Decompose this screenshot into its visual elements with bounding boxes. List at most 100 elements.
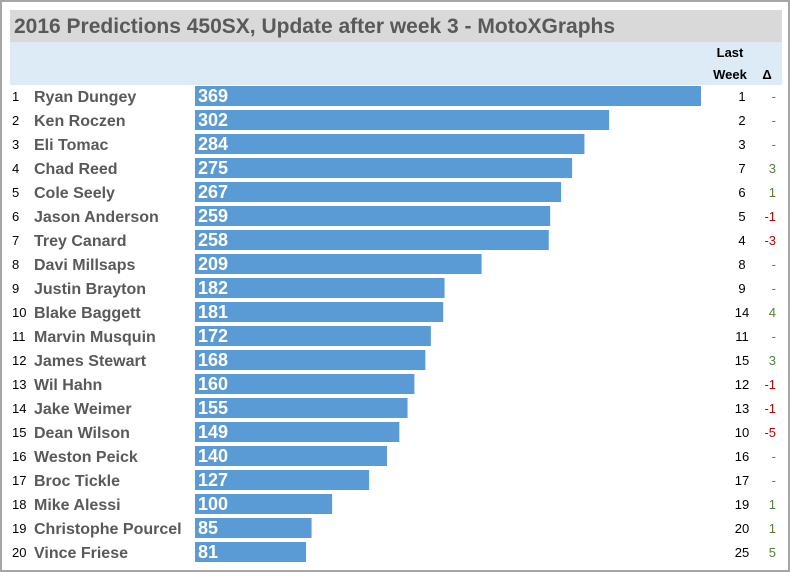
chart-title: 2016 Predictions 450SX, Update after wee… <box>14 15 616 38</box>
bar-value-label: 100 <box>198 494 228 514</box>
bar <box>195 374 415 394</box>
rank-label: 14 <box>12 401 26 416</box>
last-week-value: 7 <box>738 161 745 176</box>
bar-value-label: 168 <box>198 350 228 370</box>
bar <box>195 326 431 346</box>
bar <box>195 158 573 178</box>
rider-name-label: Trey Canard <box>34 233 126 250</box>
bar <box>195 278 445 298</box>
bar <box>195 302 444 322</box>
last-week-header-line2: Week <box>713 67 747 82</box>
delta-value: -1 <box>764 401 776 416</box>
rider-name-label: Blake Baggett <box>34 305 141 322</box>
rider-name-label: Ryan Dungey <box>34 89 136 106</box>
bar <box>195 110 610 130</box>
bar-value-label: 182 <box>198 278 228 298</box>
delta-value: -3 <box>764 233 776 248</box>
bar-value-label: 140 <box>198 446 228 466</box>
rank-label: 6 <box>12 209 19 224</box>
bar <box>195 422 400 442</box>
bar-value-label: 172 <box>198 326 228 346</box>
last-week-value: 11 <box>735 329 749 344</box>
last-week-value: 17 <box>735 473 749 488</box>
last-week-value: 3 <box>738 137 745 152</box>
rider-name-label: Jason Anderson <box>34 209 159 226</box>
bar-value-label: 181 <box>198 302 228 322</box>
last-week-value: 12 <box>735 377 749 392</box>
rank-label: 15 <box>12 425 26 440</box>
bar-value-label: 127 <box>198 470 228 490</box>
title-bar: 2016 Predictions 450SX, Update after wee… <box>10 10 782 42</box>
bar-value-label: 160 <box>198 374 228 394</box>
bar <box>195 182 562 202</box>
bar <box>195 542 307 562</box>
delta-value: - <box>772 449 776 464</box>
delta-value: 4 <box>769 305 776 320</box>
rank-label: 4 <box>12 161 19 176</box>
delta-header: Δ <box>762 67 772 82</box>
rank-label: 5 <box>12 185 19 200</box>
last-week-value: 9 <box>738 281 745 296</box>
last-week-value: 13 <box>735 401 749 416</box>
delta-value: 1 <box>769 497 776 512</box>
delta-value: - <box>772 329 776 344</box>
last-week-value: 5 <box>738 209 745 224</box>
delta-value: 1 <box>769 185 776 200</box>
rank-label: 16 <box>12 449 26 464</box>
rider-name-label: Cole Seely <box>34 185 115 202</box>
rank-label: 9 <box>12 281 19 296</box>
rank-label: 8 <box>12 257 19 272</box>
delta-value: -5 <box>764 425 776 440</box>
last-week-value: 25 <box>735 545 749 560</box>
rider-name-label: Wil Hahn <box>34 377 102 394</box>
delta-value: - <box>772 281 776 296</box>
bar <box>195 206 551 226</box>
last-week-value: 6 <box>738 185 745 200</box>
rider-name-label: Marvin Musquin <box>34 329 156 346</box>
rider-name-label: Justin Brayton <box>34 281 146 298</box>
delta-value: 5 <box>769 545 776 560</box>
bar <box>195 518 312 538</box>
delta-value: -1 <box>764 377 776 392</box>
bar <box>195 470 370 490</box>
bar-value-label: 81 <box>198 542 218 562</box>
rider-name-label: Davi Millsaps <box>34 257 135 274</box>
delta-value: -1 <box>764 209 776 224</box>
last-week-value: 20 <box>735 521 749 536</box>
rank-label: 11 <box>12 329 26 344</box>
bar <box>195 230 549 250</box>
rider-name-label: Christophe Pourcel <box>34 521 182 538</box>
bar-value-label: 284 <box>198 134 228 154</box>
rider-name-label: Mike Alessi <box>34 497 121 514</box>
rider-name-label: Vince Friese <box>34 545 128 562</box>
rider-name-label: Dean Wilson <box>34 425 130 442</box>
bar <box>195 254 482 274</box>
rank-label: 12 <box>12 353 26 368</box>
delta-value: 3 <box>769 161 776 176</box>
last-week-header-line1: Last <box>716 45 744 60</box>
rider-name-label: Eli Tomac <box>34 137 108 154</box>
last-week-value: 8 <box>738 257 745 272</box>
rank-label: 17 <box>12 473 26 488</box>
last-week-value: 1 <box>738 89 745 104</box>
bar <box>195 446 387 466</box>
header-band: Last Week Δ <box>10 42 782 85</box>
bar-value-label: 267 <box>198 182 228 202</box>
delta-value: 3 <box>769 353 776 368</box>
rank-label: 10 <box>12 305 26 320</box>
rider-name-label: Ken Roczen <box>34 113 126 130</box>
bar <box>195 398 408 418</box>
bar <box>195 350 426 370</box>
rider-name-label: Chad Reed <box>34 161 118 178</box>
bar-value-label: 149 <box>198 422 228 442</box>
delta-value: - <box>772 89 776 104</box>
rank-label: 13 <box>12 377 26 392</box>
bar-value-label: 155 <box>198 398 228 418</box>
rider-name-label: Jake Weimer <box>34 401 132 418</box>
rank-label: 20 <box>12 545 26 560</box>
bar-value-label: 85 <box>198 518 218 538</box>
last-week-value: 16 <box>735 449 749 464</box>
bar-value-label: 258 <box>198 230 228 250</box>
last-week-value: 2 <box>738 113 745 128</box>
